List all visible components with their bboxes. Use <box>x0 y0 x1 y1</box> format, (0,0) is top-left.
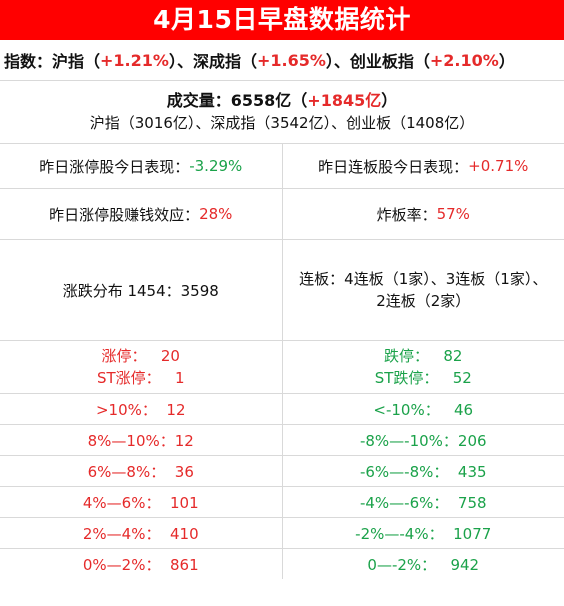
sz-index-change: +1.65% <box>256 50 326 70</box>
consecutive-boards-line1: 连板：4连板（1家）、3连板（1家）、 <box>299 270 548 288</box>
range-row: 8%—10%：12 -8%—-10%：206 <box>0 425 564 456</box>
volume-suffix: ） <box>381 91 398 110</box>
board-break-rate-value: 57% <box>436 205 470 223</box>
consecutive-boards-line2: 2连板（2家） <box>376 292 471 310</box>
range-down-cell: 0—-2%： 942 <box>367 555 480 574</box>
limit-up-count: 涨停： 20 <box>101 347 180 365</box>
st-limit-down-count: ST跌停： 52 <box>374 369 472 387</box>
index-mid1: ）、深成指（ <box>168 52 257 71</box>
limit-down-cell: 跌停： 82 ST跌停： 52 <box>283 341 564 393</box>
range-row: 6%—8%： 36 -6%—-8%： 435 <box>0 456 564 487</box>
sh-index-change: +1.21% <box>100 50 169 70</box>
range-row: >10%： 12 <-10%： 46 <box>0 394 564 425</box>
range-down-cell: <-10%： 46 <box>373 400 474 419</box>
consecutive-board-performance-value: +0.71% <box>468 157 529 175</box>
board-break-rate-cell: 炸板率： 57% <box>283 189 564 239</box>
volume-main: 成交量：6558亿（+1845亿） <box>167 90 398 112</box>
range-up-cell: 6%—8%： 36 <box>0 456 283 486</box>
distribution-row: 涨跌分布 1454：3598 连板：4连板（1家）、3连板（1家）、 2连板（2… <box>0 240 564 341</box>
limit-up-performance-value: -3.29% <box>189 157 243 175</box>
limit-up-performance-label: 昨日涨停股今日表现： <box>39 157 190 176</box>
effect-row: 昨日涨停股赚钱效应： 28% 炸板率： 57% <box>0 189 564 240</box>
profit-effect-label: 昨日涨停股赚钱效应： <box>49 205 200 224</box>
st-limit-up-count: ST涨停： 1 <box>96 369 185 387</box>
volume-detail: 沪指（3016亿）、深成指（3542亿）、创业板（1408亿） <box>89 114 475 132</box>
range-up-cell: 2%—4%： 410 <box>0 518 283 548</box>
range-row: 0%—2%： 861 0—-2%： 942 <box>0 549 564 579</box>
limit-up-cell: 涨停： 20 ST涨停： 1 <box>0 341 283 393</box>
page-title: 4月15日早盘数据统计 <box>0 0 564 40</box>
range-down-cell: -8%—-10%：206 <box>359 431 487 450</box>
board-break-rate-label: 炸板率： <box>376 205 437 224</box>
limit-up-performance-cell: 昨日涨停股今日表现： -3.29% <box>0 144 283 188</box>
range-down-cell: -4%—-6%： 758 <box>359 493 487 512</box>
volume-change: +1845亿 <box>307 91 382 110</box>
limit-row: 涨停： 20 ST涨停： 1 跌停： 82 ST跌停： 52 <box>0 341 564 394</box>
range-down-cell: -6%—-8%： 435 <box>359 462 487 481</box>
consecutive-boards-cell: 连板：4连板（1家）、3连板（1家）、 2连板（2家） <box>283 240 564 340</box>
index-mid2: ）、创业板指（ <box>325 52 430 71</box>
limit-down-count: 跌停： 82 <box>384 347 463 365</box>
range-down-cell: -2%—-4%： 1077 <box>355 524 492 543</box>
range-up-cell: 4%—6%： 101 <box>0 487 283 517</box>
profit-effect-value: 28% <box>199 205 233 223</box>
volume-row: 成交量：6558亿（+1845亿） 沪指（3016亿）、深成指（3542亿）、创… <box>0 81 564 144</box>
consecutive-board-performance-label: 昨日连板股今日表现： <box>318 157 469 176</box>
performance-row: 昨日涨停股今日表现： -3.29% 昨日连板股今日表现： +0.71% <box>0 144 564 189</box>
cy-index-change: +2.10% <box>429 50 499 70</box>
index-summary-row: 指数：沪指（ +1.21% ）、深成指（ +1.65% ）、创业板指（ +2.1… <box>0 40 564 81</box>
profit-effect-cell: 昨日涨停股赚钱效应： 28% <box>0 189 283 239</box>
range-up-cell: 0%—2%： 861 <box>0 549 283 579</box>
range-row: 4%—6%： 101 -4%—-6%： 758 <box>0 487 564 518</box>
volume-prefix: 成交量：6558亿（ <box>166 91 308 110</box>
range-row: 2%—4%： 410 -2%—-4%： 1077 <box>0 518 564 549</box>
range-up-cell: >10%： 12 <box>0 394 283 424</box>
index-prefix: 指数：沪指（ <box>4 52 101 71</box>
rise-fall-distribution-cell: 涨跌分布 1454：3598 <box>0 240 283 340</box>
range-up-cell: 8%—10%：12 <box>0 425 283 455</box>
index-suffix: ） <box>498 52 515 71</box>
consecutive-board-performance-cell: 昨日连板股今日表现： +0.71% <box>283 144 564 188</box>
